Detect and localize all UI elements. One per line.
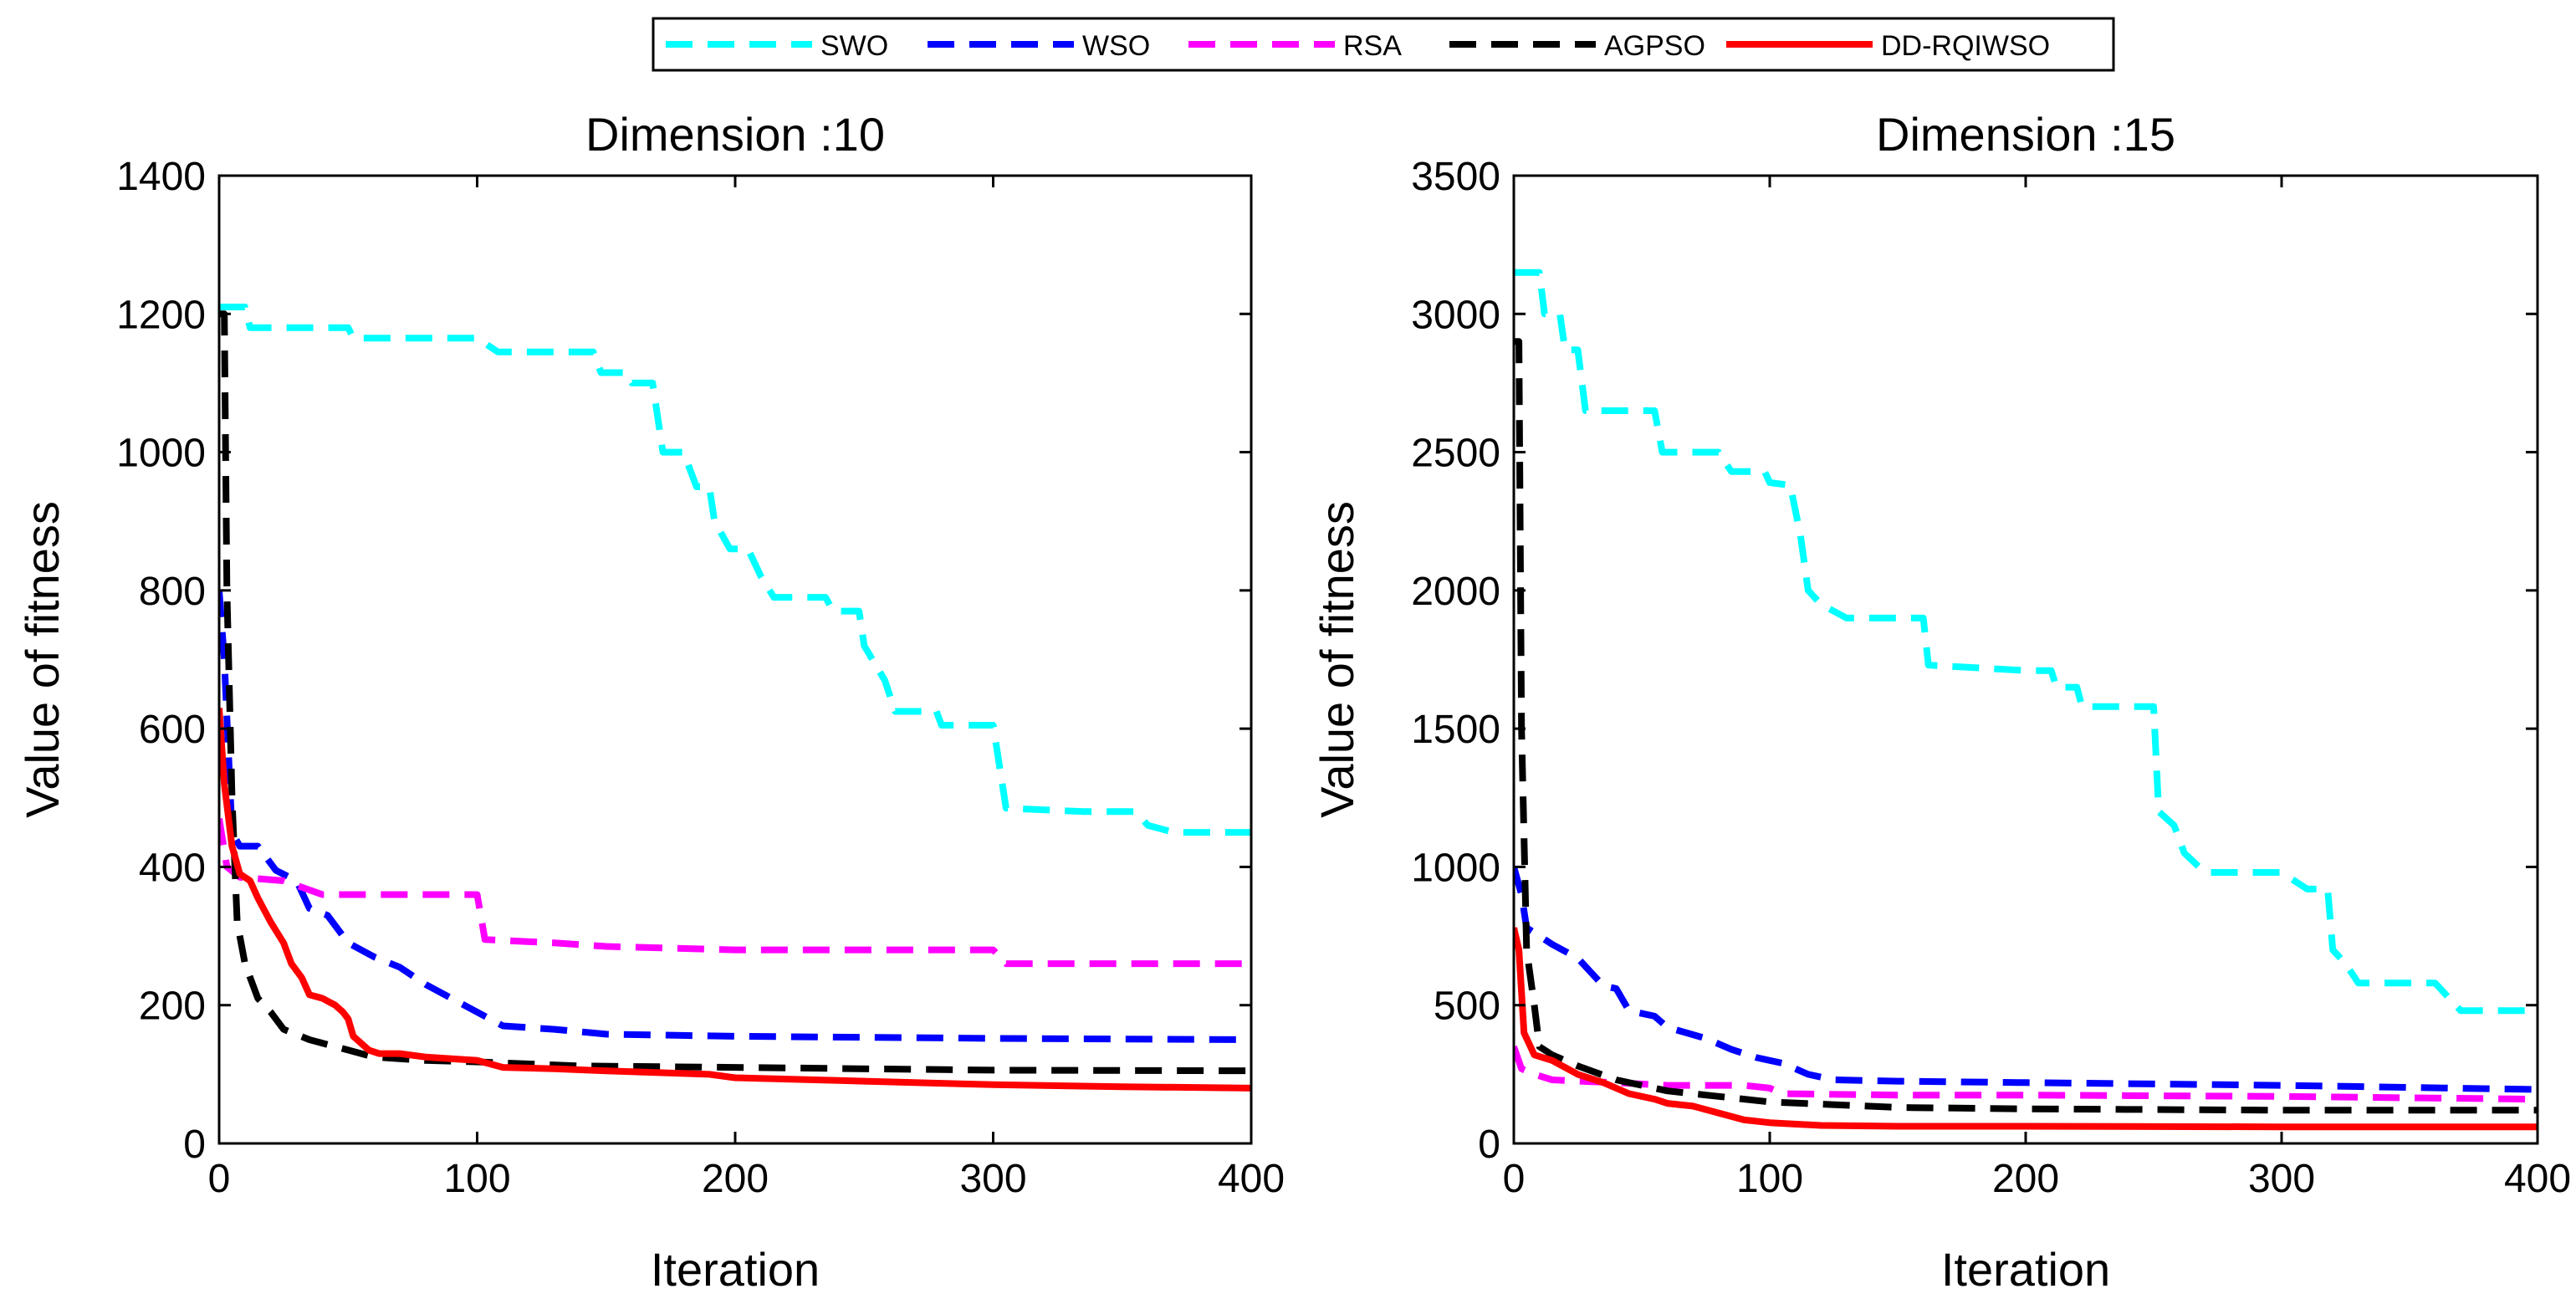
series-line-dd-rqiwso [219, 708, 1251, 1092]
y-tick-label: 0 [1478, 1123, 1500, 1167]
y-tick-label: 0 [183, 1123, 206, 1167]
x-axis-label: Iteration [1941, 1243, 2110, 1296]
legend: SWO WSO RSA AGPSO DD-RQIWSO [652, 17, 2115, 72]
y-tick-label: 800 [139, 570, 206, 614]
y-tick-label: 1000 [1411, 846, 1500, 890]
series-line-dd-rqiwso [1514, 927, 2538, 1131]
series-line-swo [1514, 268, 2538, 1015]
y-tick-label: 2500 [1411, 432, 1500, 476]
y-tick-label: 3000 [1411, 293, 1500, 337]
legend-label: DD-RQIWSO [1881, 30, 2050, 62]
y-tick-label: 1500 [1411, 708, 1500, 752]
x-tick-label: 200 [702, 1157, 769, 1201]
y-tick-label: 3500 [1411, 155, 1500, 199]
y-tick-label: 1400 [116, 155, 206, 199]
x-tick-label: 400 [2504, 1157, 2571, 1201]
y-tick-label: 500 [1434, 984, 1500, 1029]
x-tick-label: 300 [959, 1157, 1026, 1201]
y-tick-label: 1000 [116, 432, 206, 476]
x-axis-label: Iteration [651, 1243, 820, 1296]
y-tick-label: 200 [139, 984, 206, 1029]
plot-area [1514, 176, 2538, 1143]
plots: 0 100 200 300 4000200400600800100012001400Di… [16, 108, 2571, 1296]
series-line-wso [1514, 866, 2538, 1093]
series-line-agpso [219, 310, 1251, 1075]
chart-title: Dimension :15 [1876, 108, 2175, 161]
plot-area [219, 176, 1251, 1143]
chart-title: Dimension :10 [585, 108, 885, 161]
legend-label: RSA [1343, 30, 1402, 62]
x-tick-label: 300 [2248, 1157, 2315, 1201]
legend-label: WSO [1082, 30, 1150, 62]
y-tick-label: 2000 [1411, 570, 1500, 614]
series-line-agpso [1514, 338, 2538, 1114]
legend-label: AGPSO [1604, 30, 1705, 62]
x-tick-label: 0 [208, 1157, 231, 1201]
series-group [1514, 268, 2538, 1131]
x-tick-label: 100 [1736, 1157, 1803, 1201]
y-axis-label: Value of fitness [1311, 501, 1363, 818]
legend-item-wso: WSO [928, 30, 1150, 62]
legend-item-rsa: RSA [1188, 30, 1402, 62]
series-line-swo [219, 304, 1251, 836]
y-axis-label: Value of fitness [16, 501, 69, 818]
y-tick-label: 600 [139, 708, 206, 752]
x-tick-label: 0 [1503, 1157, 1526, 1201]
series-line-rsa [1514, 1045, 2538, 1103]
x-tick-label: 100 [443, 1157, 510, 1201]
y-tick-label: 400 [139, 846, 206, 890]
legend-item-dd-rqiwso: DD-RQIWSO [1726, 30, 2050, 62]
series-line-wso [219, 590, 1251, 1043]
legend-item-agpso: AGPSO [1449, 30, 1705, 62]
y-tick-label: 1200 [116, 293, 206, 337]
plot-1: 0 100 200 300 400 0 200 400 600 800 1000 1200 1400 Di… [16, 108, 1285, 1296]
series-group [219, 304, 1251, 1092]
x-tick-label: 400 [1218, 1157, 1285, 1201]
x-tick-label: 200 [1992, 1157, 2059, 1201]
legend-label: SWO [820, 30, 888, 62]
legend-item-swo: SWO [666, 30, 888, 62]
plot-2: 0 100 200 300 400 0 500 1000 1500 2000 2500 3000 350… [1311, 108, 2571, 1296]
